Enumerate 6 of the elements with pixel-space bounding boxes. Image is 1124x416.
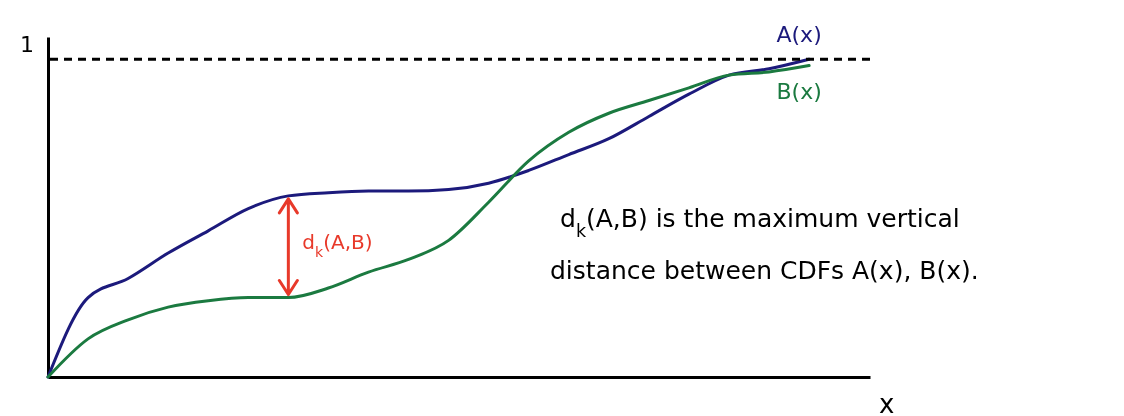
series-label: B(x) [776,78,822,104]
series-label: A(x) [776,22,822,48]
annotation: d$_{k}$(A,B) [302,229,373,260]
annotation: d$_{k}$(A,B) is the maximum vertical distance between CDFs A(x), B(x). [550,204,979,285]
x-axis-title: x [879,388,895,416]
ref-line-label: 1 [20,32,34,58]
